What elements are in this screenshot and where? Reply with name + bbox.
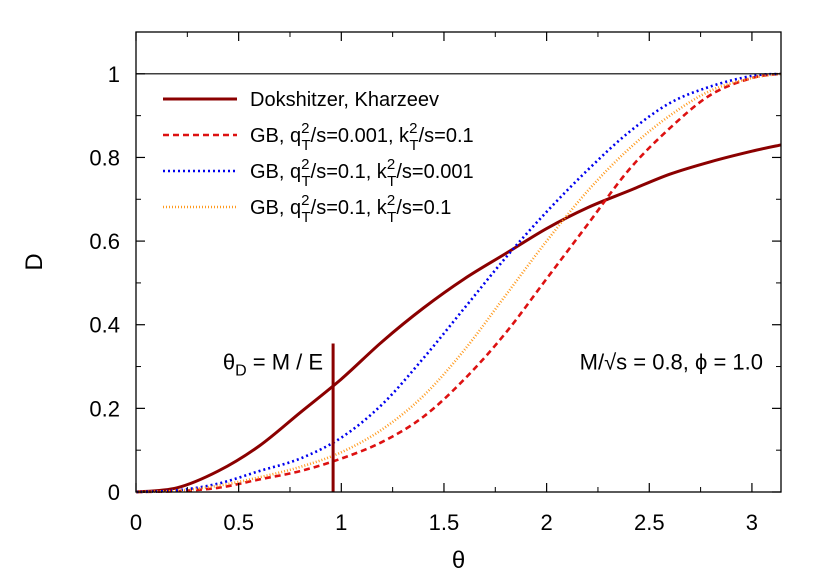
legend-entry-1-mid: /s=0.001, k — [311, 125, 410, 147]
legend-entry-1: GB, q2 T/s=0.001, k2 T/s=0.1 — [250, 120, 474, 154]
legend-entry-2-end: /s=0.001 — [396, 161, 473, 183]
y-tick-label-0: 0 — [108, 480, 120, 505]
x-tick-label-5: 2.5 — [634, 510, 665, 535]
legend-entry-1-end: /s=0.1 — [419, 125, 474, 147]
legend-entry-2-sup2: 2 — [387, 156, 395, 173]
y-tick-label-5: 1 — [108, 62, 120, 87]
x-tick-label-3: 1.5 — [429, 510, 460, 535]
y-tick-label-3: 0.6 — [89, 229, 120, 254]
series-line-3 — [135, 72, 782, 494]
y-tick-label-4: 0.8 — [89, 145, 120, 170]
x-axis-label: θ — [452, 547, 465, 574]
legend-entry-0: Dokshitzer, Kharzeev — [250, 89, 439, 111]
theta-d-marker-label-symbol: θ — [223, 350, 235, 375]
x-tick-label-0: 0 — [130, 510, 142, 535]
y-tick-label-1: 0.2 — [89, 396, 120, 421]
legend-entry-3-sup2: 2 — [387, 192, 395, 209]
x-tick-label-6: 3 — [746, 510, 758, 535]
legend-entry-2-mid: /s=0.1, k — [311, 161, 388, 183]
legend-entry-3-mid: /s=0.1, k — [311, 197, 388, 219]
legend-entry-3-end: /s=0.1 — [396, 197, 451, 219]
theta-d-marker-label: θD = M / E — [223, 350, 323, 380]
legend-entry-3-sup1: 2 — [301, 192, 309, 209]
plot-frame — [135, 31, 782, 493]
series-line-0 — [135, 143, 782, 494]
theta-d-marker-label-sub: D — [235, 363, 247, 380]
legend-entry-0-text: Dokshitzer, Kharzeev — [250, 89, 439, 111]
legend-entry-1-sub1: T — [301, 137, 310, 154]
x-tick-label-1: 0.5 — [223, 510, 254, 535]
legend-entry-2-sup1: 2 — [301, 156, 309, 173]
y-tick-label-2: 0.4 — [89, 313, 120, 338]
legend-entry-1-sup2: 2 — [409, 120, 417, 137]
legend-entry-3-sub2: T — [387, 209, 396, 226]
y-axis-label: D — [21, 253, 48, 270]
x-tick-label-2: 1 — [335, 510, 347, 535]
series-line-1 — [135, 72, 782, 494]
legend-entry-2: GB, q2 T/s=0.1, k2 T/s=0.001 — [250, 156, 474, 190]
legend-entry-3: GB, q2 T/s=0.1, k2 T/s=0.1 — [250, 192, 451, 226]
parameter-annotation: M/√s = 0.8, ϕ = 1.0 — [580, 350, 763, 375]
legend-entry-1-sub2: T — [409, 137, 418, 154]
legend-entry-2-sub1: T — [301, 173, 310, 190]
theta-d-marker-label-rest: = M / E — [247, 350, 323, 375]
legend-entry-2-text: GB, q — [250, 161, 301, 183]
legend-entry-2-sub2: T — [387, 173, 396, 190]
x-tick-label-4: 2 — [540, 510, 552, 535]
curves-layer — [135, 72, 782, 494]
legend-entry-3-sub1: T — [301, 209, 310, 226]
legend-entry-1-sup1: 2 — [301, 120, 309, 137]
legend-entry-1-text: GB, q — [250, 125, 301, 147]
ticks-layer: 0 0.5 1 1.5 2 2.5 3 0 0.2 0.4 0.6 0.8 1 — [89, 31, 781, 535]
legend-entry-3-text: GB, q — [250, 197, 301, 219]
